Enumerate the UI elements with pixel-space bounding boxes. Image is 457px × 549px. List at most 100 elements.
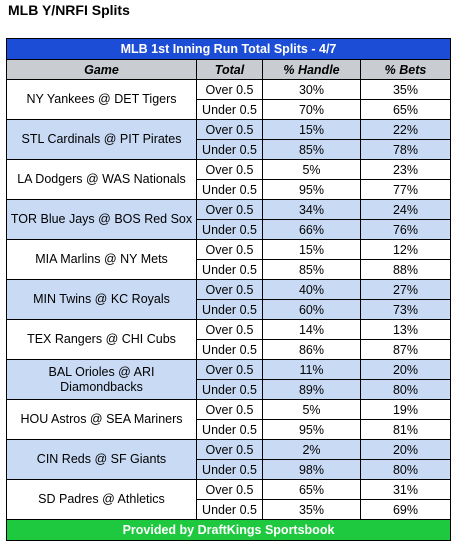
total-cell: Under 0.5 [196,499,263,520]
bets-cell: 77% [360,179,451,200]
bets-cell: 80% [360,459,451,480]
bets-cell: 19% [360,399,451,420]
table-row: LA Dodgers @ WAS Nationals Over 0.5 5% 23% [6,159,451,200]
table-row: Under 0.5 35% 69% [7,499,451,520]
table-row: TOR Blue Jays @ BOS Red Sox Over 0.5 34% 24… [6,199,451,240]
handle-cell: 66% [262,219,361,240]
bets-cell: 78% [360,139,451,160]
table-row: Under 0.5 85% 88% [7,259,451,280]
game-cell: BAL Orioles @ ARI Diamondbacks [6,359,197,400]
column-header-game: Game [6,59,197,80]
table-row: TEX Rangers @ CHI Cubs Over 0.5 14% 13% [6,319,451,360]
table-row: Under 0.5 60% 73% [7,299,451,320]
bets-cell: 73% [360,299,451,320]
bets-cell: 88% [360,259,451,280]
bets-cell: 23% [360,159,451,180]
handle-cell: 35% [262,499,361,520]
handle-cell: 98% [262,459,361,480]
handle-cell: 86% [262,339,361,360]
total-cell: Over 0.5 [196,79,263,100]
handle-cell: 15% [262,239,361,260]
column-header-total: Total [196,59,263,80]
table-title: MLB 1st Inning Run Total Splits - 4/7 [6,38,451,60]
column-header-bets: % Bets [360,59,451,80]
table-banner-row: MLB 1st Inning Run Total Splits - 4/7 [6,38,451,60]
handle-cell: 5% [262,399,361,420]
total-cell: Under 0.5 [196,379,263,400]
handle-cell: 95% [262,179,361,200]
handle-cell: 15% [262,119,361,140]
table-row: CIN Reds @ SF Giants Over 0.5 2% 20% [6,439,451,480]
total-cell: Under 0.5 [196,139,263,160]
total-cell: Under 0.5 [196,339,263,360]
footer-row: Provided by DraftKings Sportsbook [6,519,451,541]
column-header-handle: % Handle [262,59,361,80]
bets-cell: 22% [360,119,451,140]
total-cell: Over 0.5 [196,239,263,260]
page-title: MLB Y/NRFI Splits [8,2,130,18]
handle-cell: 95% [262,419,361,440]
table-row: Under 0.5 66% 76% [7,219,451,240]
handle-cell: 5% [262,159,361,180]
bets-cell: 12% [360,239,451,260]
bets-cell: 81% [360,419,451,440]
game-cell: TOR Blue Jays @ BOS Red Sox [6,199,197,240]
table-row: HOU Astros @ SEA Mariners Over 0.5 5% 19% [6,399,451,440]
handle-cell: 60% [262,299,361,320]
table-row: BAL Orioles @ ARI Diamondbacks Over 0.5 11… [6,359,451,400]
total-cell: Over 0.5 [196,359,263,380]
bets-cell: 76% [360,219,451,240]
splits-table: MLB 1st Inning Run Total Splits - 4/7 Ga… [6,38,451,541]
bets-cell: 27% [360,279,451,300]
total-cell: Under 0.5 [196,419,263,440]
handle-cell: 89% [262,379,361,400]
game-cell: MIN Twins @ KC Royals [6,279,197,320]
game-cell: MIA Marlins @ NY Mets [6,239,197,280]
handle-cell: 70% [262,99,361,120]
total-cell: Over 0.5 [196,279,263,300]
game-cell: HOU Astros @ SEA Mariners [6,399,197,440]
total-cell: Under 0.5 [196,299,263,320]
total-cell: Over 0.5 [196,439,263,460]
total-cell: Under 0.5 [196,179,263,200]
game-cell: LA Dodgers @ WAS Nationals [6,159,197,200]
game-cell: TEX Rangers @ CHI Cubs [6,319,197,360]
game-cell: CIN Reds @ SF Giants [6,439,197,480]
table-row: NY Yankees @ DET Tigers Over 0.5 30% 35% [6,79,451,120]
bets-cell: 13% [360,319,451,340]
total-cell: Under 0.5 [196,99,263,120]
bets-cell: 65% [360,99,451,120]
table-row: MIA Marlins @ NY Mets Over 0.5 15% 12% [6,239,451,280]
total-cell: Over 0.5 [196,479,263,500]
bets-cell: 31% [360,479,451,500]
handle-cell: 11% [262,359,361,380]
handle-cell: 34% [262,199,361,220]
table-row: STL Cardinals @ PIT Pirates Over 0.5 15% 22… [6,119,451,160]
total-cell: Under 0.5 [196,259,263,280]
bets-cell: 80% [360,379,451,400]
total-cell: Under 0.5 [196,459,263,480]
table-row: Under 0.5 95% 77% [7,179,451,200]
bets-cell: 24% [360,199,451,220]
table-row: Under 0.5 89% 80% [7,379,451,400]
total-cell: Over 0.5 [196,199,263,220]
handle-cell: 14% [262,319,361,340]
handle-cell: 40% [262,279,361,300]
handle-cell: 2% [262,439,361,460]
bets-cell: 69% [360,499,451,520]
handle-cell: 85% [262,259,361,280]
handle-cell: 85% [262,139,361,160]
total-cell: Over 0.5 [196,119,263,140]
table-row: MIN Twins @ KC Royals Over 0.5 40% 27% [6,279,451,320]
total-cell: Over 0.5 [196,319,263,340]
bets-cell: 35% [360,79,451,100]
header-row: Game Total % Handle % Bets [6,59,451,80]
total-cell: Over 0.5 [196,159,263,180]
game-cell: STL Cardinals @ PIT Pirates [6,119,197,160]
game-cell: SD Padres @ Athletics [6,479,197,520]
game-cell: NY Yankees @ DET Tigers [6,79,197,120]
total-cell: Under 0.5 [196,219,263,240]
handle-cell: 30% [262,79,361,100]
table-row: SD Padres @ Athletics Over 0.5 65% 31% [6,479,451,520]
bets-cell: 20% [360,359,451,380]
